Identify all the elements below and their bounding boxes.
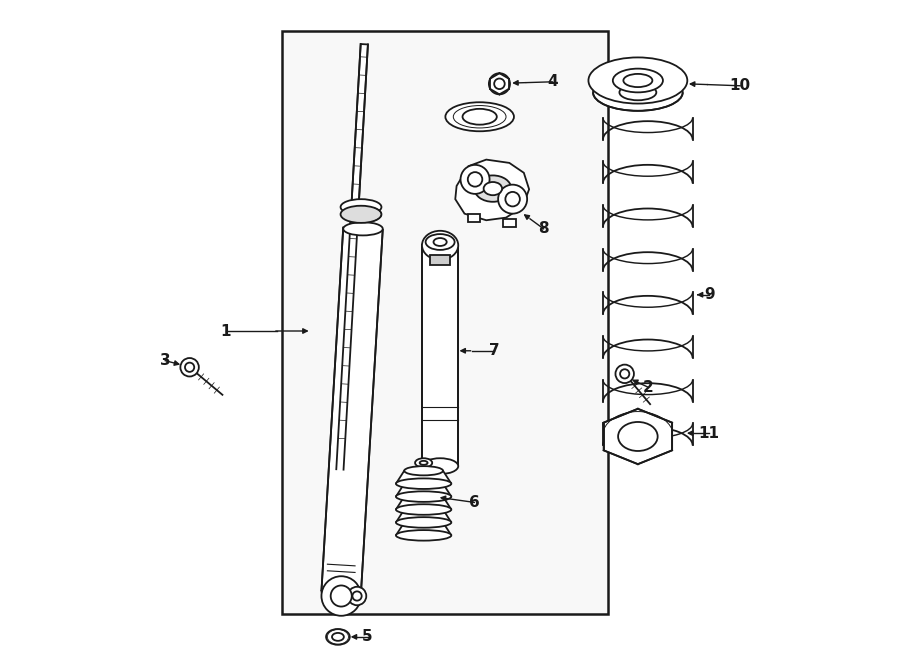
Ellipse shape [593, 74, 683, 111]
Polygon shape [469, 214, 480, 222]
Polygon shape [396, 471, 451, 484]
Polygon shape [396, 510, 451, 522]
Ellipse shape [343, 222, 382, 236]
Polygon shape [604, 409, 672, 464]
Ellipse shape [422, 231, 458, 260]
Ellipse shape [434, 238, 446, 246]
Text: 3: 3 [160, 353, 170, 368]
Ellipse shape [468, 172, 482, 187]
Ellipse shape [419, 461, 428, 465]
Text: 9: 9 [704, 287, 715, 303]
Ellipse shape [404, 505, 443, 514]
Ellipse shape [461, 165, 490, 194]
Polygon shape [321, 228, 382, 592]
Ellipse shape [404, 466, 443, 475]
Ellipse shape [616, 365, 634, 383]
Polygon shape [337, 44, 368, 469]
Ellipse shape [624, 74, 652, 87]
Ellipse shape [489, 73, 510, 95]
Ellipse shape [396, 504, 451, 515]
Ellipse shape [506, 192, 520, 207]
Text: 8: 8 [538, 221, 549, 236]
Ellipse shape [415, 458, 432, 467]
Ellipse shape [483, 182, 502, 195]
Polygon shape [455, 160, 529, 220]
Ellipse shape [180, 358, 199, 377]
Ellipse shape [396, 491, 451, 502]
Ellipse shape [426, 234, 454, 250]
Ellipse shape [321, 585, 361, 598]
Polygon shape [396, 496, 451, 510]
Ellipse shape [330, 585, 352, 606]
Ellipse shape [463, 109, 497, 124]
Ellipse shape [321, 576, 361, 616]
Ellipse shape [332, 633, 344, 641]
Polygon shape [422, 246, 458, 466]
Text: 10: 10 [730, 78, 751, 93]
Ellipse shape [613, 69, 663, 93]
Bar [282, 31, 608, 614]
Ellipse shape [620, 369, 629, 379]
Polygon shape [396, 522, 451, 536]
Polygon shape [503, 219, 516, 227]
Ellipse shape [446, 102, 514, 131]
Polygon shape [430, 255, 450, 265]
Text: 4: 4 [547, 74, 557, 89]
Text: 7: 7 [489, 344, 500, 358]
Ellipse shape [340, 199, 382, 215]
Ellipse shape [494, 79, 505, 89]
Ellipse shape [498, 185, 527, 214]
Polygon shape [396, 484, 451, 496]
Ellipse shape [396, 517, 451, 528]
Text: 5: 5 [363, 630, 373, 644]
Text: 1: 1 [220, 324, 231, 338]
Ellipse shape [589, 58, 688, 103]
Ellipse shape [396, 530, 451, 541]
Ellipse shape [340, 206, 382, 223]
Text: 11: 11 [698, 426, 720, 441]
Ellipse shape [474, 175, 511, 202]
Text: 6: 6 [469, 495, 480, 510]
Ellipse shape [326, 629, 350, 645]
Ellipse shape [185, 363, 194, 372]
Ellipse shape [618, 422, 658, 451]
Ellipse shape [353, 591, 362, 600]
Ellipse shape [404, 479, 443, 489]
Text: 2: 2 [643, 379, 653, 395]
Ellipse shape [619, 85, 656, 100]
Ellipse shape [347, 587, 366, 605]
Ellipse shape [422, 458, 458, 474]
Ellipse shape [404, 518, 443, 527]
Ellipse shape [404, 492, 443, 501]
Ellipse shape [396, 479, 451, 489]
